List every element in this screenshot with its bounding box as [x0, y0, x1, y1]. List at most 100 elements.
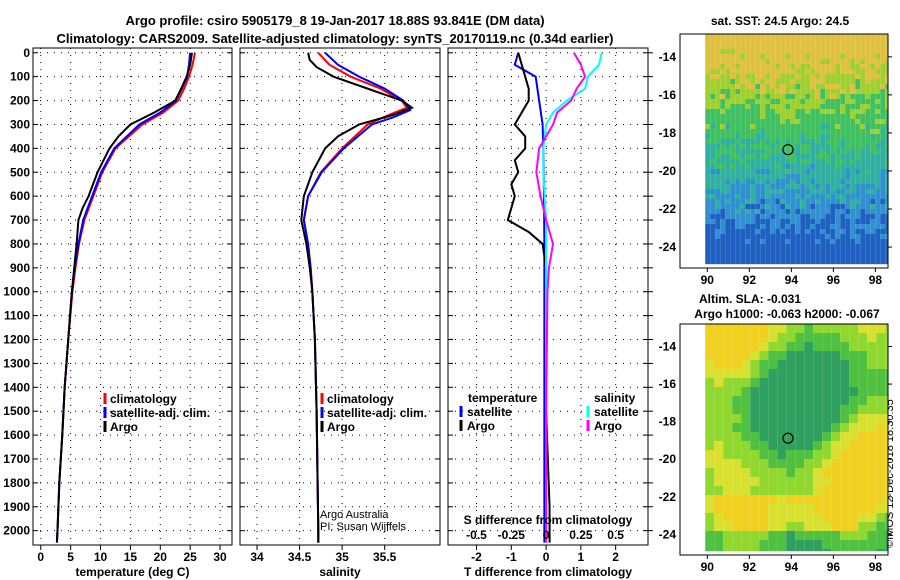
map-cell — [730, 219, 736, 224]
map-cell — [745, 69, 751, 74]
map-cell — [865, 129, 871, 134]
map-cell — [885, 450, 888, 459]
map-cell — [876, 360, 886, 369]
map-cell — [760, 94, 766, 99]
map-cell — [831, 513, 841, 522]
map-cell — [760, 34, 766, 39]
map-cell — [780, 149, 786, 154]
map-cell — [835, 169, 841, 174]
map-cell — [720, 104, 726, 109]
map-cell — [775, 169, 781, 174]
map-cell — [855, 249, 861, 254]
map-cell — [810, 259, 816, 264]
map-cell — [714, 324, 724, 333]
map-cell — [777, 522, 787, 531]
map-cell — [795, 249, 801, 254]
map-cell — [831, 486, 841, 495]
map-cell — [710, 259, 716, 264]
map-cell — [790, 229, 796, 234]
map-cell — [740, 149, 746, 154]
map-cell — [768, 441, 778, 450]
map-cell — [805, 144, 811, 149]
map-cell — [850, 169, 856, 174]
map-cell — [849, 504, 859, 513]
map-cell — [770, 194, 776, 199]
map-cell — [760, 219, 766, 224]
map-cell — [845, 239, 851, 244]
map-cell — [805, 229, 811, 234]
map-cell — [785, 254, 791, 259]
map-cell — [705, 119, 711, 124]
map-cell — [775, 189, 781, 194]
map-cell — [876, 477, 886, 486]
map-cell — [715, 54, 721, 59]
map-cell — [885, 44, 888, 49]
map-cell — [745, 159, 751, 164]
map-cell — [765, 149, 771, 154]
map-cell — [725, 124, 731, 129]
map-cell — [795, 64, 801, 69]
map-cell — [715, 44, 721, 49]
map-cell — [860, 169, 866, 174]
map-cell — [810, 189, 816, 194]
map-cell — [880, 69, 886, 74]
map-cell — [750, 214, 756, 219]
map-cell — [815, 114, 821, 119]
map-cell — [870, 249, 876, 254]
map-cell — [775, 179, 781, 184]
map-cell — [750, 513, 760, 522]
map-cell — [835, 194, 841, 199]
map-cell — [714, 522, 724, 531]
map-cell — [855, 139, 861, 144]
map-cell — [741, 549, 751, 552]
map-cell — [785, 49, 791, 54]
map-cell — [705, 109, 711, 114]
map-cell — [849, 360, 859, 369]
map-cell — [785, 109, 791, 114]
map-cell — [860, 44, 866, 49]
map-cell — [885, 199, 888, 204]
map-cell — [786, 324, 796, 333]
map-cell — [831, 387, 841, 396]
map-cell — [765, 104, 771, 109]
map-cell — [876, 450, 886, 459]
map-cell — [745, 174, 751, 179]
map-cell — [750, 34, 756, 39]
map-cell — [870, 174, 876, 179]
map-cell — [720, 259, 726, 264]
map-cell — [725, 34, 731, 39]
map-cell — [765, 239, 771, 244]
map-cell — [849, 387, 859, 396]
map-cell — [759, 405, 769, 414]
map-cell — [770, 99, 776, 104]
map-cell — [745, 134, 751, 139]
map-cell — [805, 239, 811, 244]
map-cell — [810, 119, 816, 124]
map-cell — [885, 244, 888, 249]
map-cell — [876, 396, 886, 405]
map-cell — [800, 234, 806, 239]
map-cell — [786, 414, 796, 423]
map-cell — [820, 144, 826, 149]
map-cell — [750, 459, 760, 468]
map-cell — [755, 109, 761, 114]
map-cell — [805, 44, 811, 49]
map-cell — [785, 219, 791, 224]
map-cell — [785, 249, 791, 254]
map-cell — [755, 64, 761, 69]
map-cell — [725, 84, 731, 89]
map-cell — [795, 254, 801, 259]
map-cell — [849, 378, 859, 387]
map-cell — [800, 244, 806, 249]
map-cell — [880, 249, 886, 254]
map-cell — [835, 149, 841, 154]
map-cell — [775, 54, 781, 59]
map-cell — [875, 139, 881, 144]
map-cell — [790, 109, 796, 114]
map-y-tick-label: -18 — [659, 415, 677, 429]
map-cell — [858, 441, 868, 450]
map-cell — [835, 129, 841, 134]
map-cell — [870, 124, 876, 129]
map-cell — [880, 259, 886, 264]
map-cell — [840, 69, 846, 74]
